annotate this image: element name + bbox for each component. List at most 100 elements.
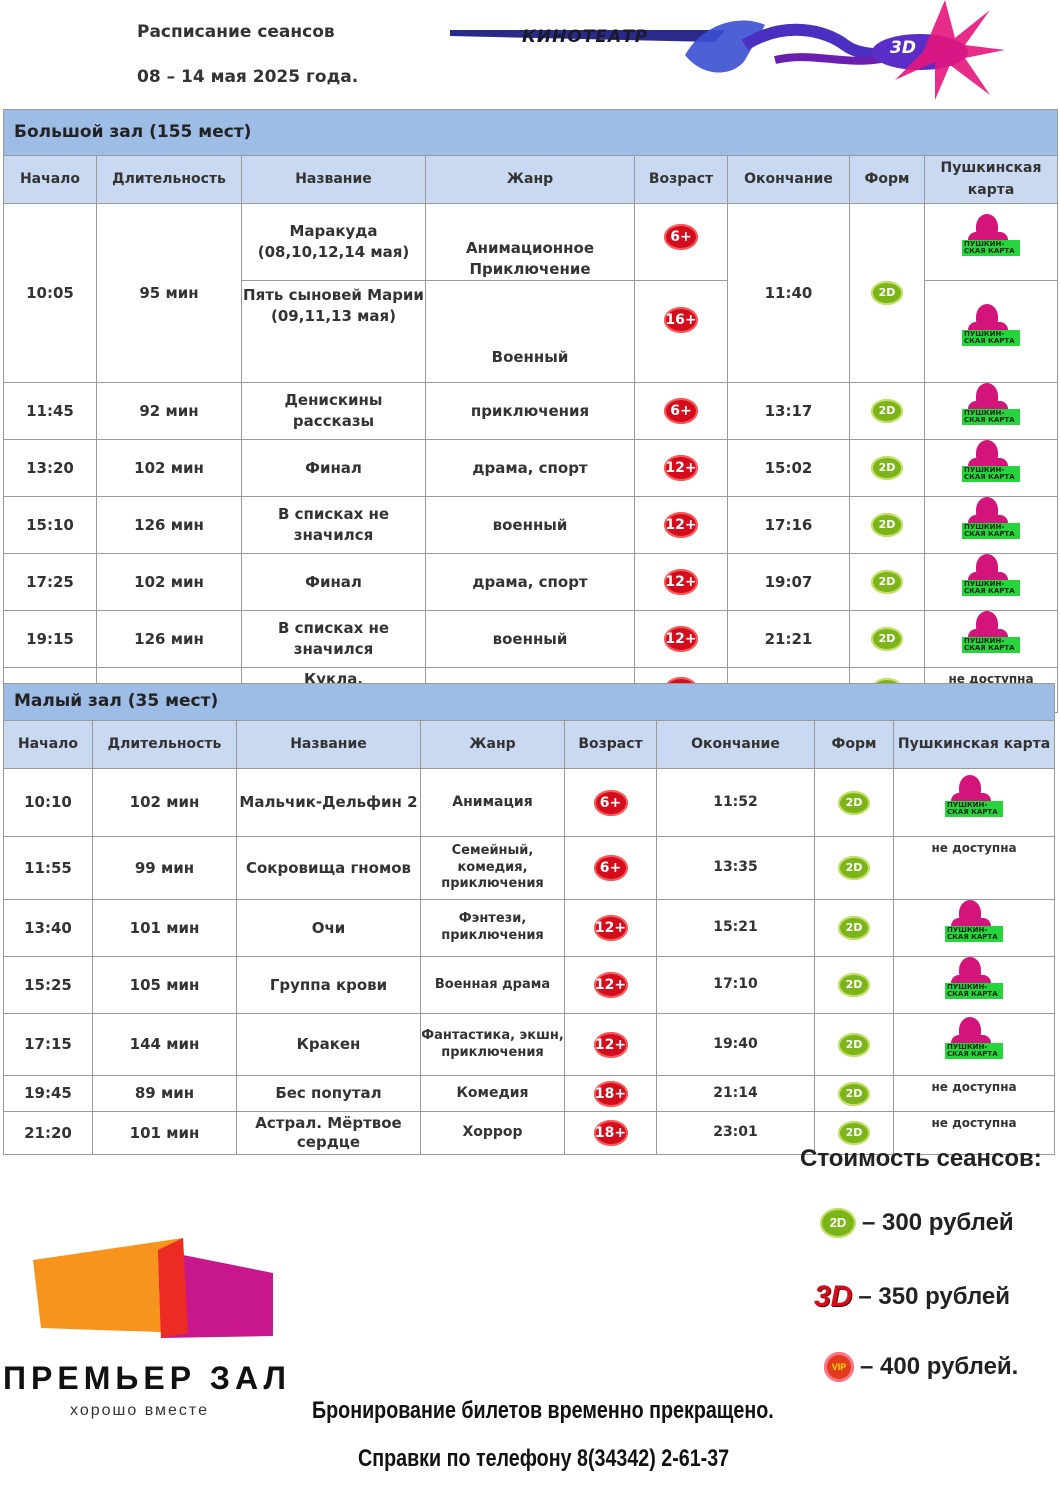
start-time: 15:25 bbox=[3, 956, 93, 1014]
age-cell: 18+ bbox=[564, 1075, 657, 1112]
table-row: 17:15 144 мин Кракен Фантастика, экшн, п… bbox=[3, 1013, 1056, 1076]
duration: 144 мин bbox=[92, 1013, 237, 1076]
pushkin-card-icon: ПУШКИН-СКАЯ КАРТА bbox=[962, 440, 1021, 490]
column-header: Длительность bbox=[92, 720, 237, 769]
small-hall-table: Малый зал (35 мест) Начало Длительность … bbox=[2, 683, 1056, 1155]
2d-format-icon: 2D bbox=[838, 916, 870, 940]
table-row: 19:45 89 мин Бес попутал Комедия 18+ 21:… bbox=[3, 1075, 1056, 1112]
2d-format-icon: 2D bbox=[838, 1081, 870, 1106]
format-cell: 2D bbox=[814, 1075, 894, 1112]
end-time: 21:14 bbox=[656, 1075, 815, 1112]
film-title: Маракуда (08,10,12,14 мая) bbox=[241, 203, 426, 281]
duration: 101 мин bbox=[92, 1111, 237, 1155]
start-time: 11:55 bbox=[3, 836, 93, 900]
schedule-title: Расписание сеансов bbox=[137, 22, 335, 42]
age-badge: 12+ bbox=[593, 1031, 628, 1058]
start-time: 11:45 bbox=[3, 382, 97, 440]
end-time: 19:07 bbox=[727, 553, 850, 611]
start-time: 15:10 bbox=[3, 496, 97, 554]
age-cell: 6+ bbox=[634, 203, 728, 281]
genre: Фантастика, экшн, приключения bbox=[420, 1013, 565, 1076]
2d-format-icon: 2D bbox=[838, 1121, 870, 1145]
cinema-logo: КИНОТЕАТР 3D bbox=[445, 0, 1055, 100]
genre: драма, спорт bbox=[425, 553, 635, 611]
age-cell: 12+ bbox=[564, 1013, 657, 1076]
age-badge: 6+ bbox=[664, 224, 698, 250]
age-badge: 18+ bbox=[593, 1080, 628, 1107]
genre: Анимационное Приключение bbox=[425, 203, 635, 281]
age-badge: 16+ bbox=[664, 307, 698, 333]
2d-format-icon: 2D bbox=[871, 627, 903, 651]
pushkin-card-icon: ПУШКИН-СКАЯ КАРТА bbox=[962, 611, 1021, 661]
price-row-3d: 3D – 350 рублей bbox=[814, 1280, 1010, 1314]
film-title: Финал bbox=[241, 553, 426, 611]
duration: 102 мин bbox=[96, 553, 242, 611]
2d-format-icon: 2D bbox=[871, 513, 903, 537]
phone-info: Справки по телефону 8(34342) 2-61-37 bbox=[358, 1445, 730, 1472]
age-cell: 12+ bbox=[634, 610, 728, 668]
genre: военный bbox=[425, 496, 635, 554]
column-header: Жанр bbox=[425, 155, 635, 204]
duration: 95 мин bbox=[96, 203, 242, 383]
start-time: 10:05 bbox=[3, 203, 97, 383]
booking-notice: Бронирование билетов временно прекращено… bbox=[312, 1397, 774, 1424]
genre: Комедия bbox=[420, 1075, 565, 1112]
end-time: 15:21 bbox=[656, 899, 815, 957]
film-title: Сокровища гномов bbox=[236, 836, 421, 900]
end-time: 11:52 bbox=[656, 768, 815, 837]
format-cell: 2D bbox=[849, 610, 925, 668]
2d-format-icon: 2D bbox=[838, 856, 870, 880]
table-row: 15:10 126 мин В списках не значился воен… bbox=[3, 496, 1059, 554]
end-time: 11:40 bbox=[727, 203, 850, 383]
duration: 102 мин bbox=[96, 439, 242, 497]
film-title: Бес попутал bbox=[236, 1075, 421, 1112]
premier-zal-name: ПРЕМЬЕР ЗАЛ bbox=[3, 1360, 291, 1396]
2d-format-icon: 2D bbox=[871, 456, 903, 480]
film-title: Астрал. Мёртвое сердце bbox=[236, 1111, 421, 1155]
pushkin-card-icon: ПУШКИН-СКАЯ КАРТА bbox=[945, 774, 1004, 825]
format-cell: 2D bbox=[849, 382, 925, 440]
format-cell: 2D bbox=[814, 956, 894, 1014]
duration: 101 мин bbox=[92, 899, 237, 957]
column-header: Жанр bbox=[420, 720, 565, 769]
pushkin-cell: ПУШКИН-СКАЯ КАРТА bbox=[923, 382, 1059, 440]
duration: 89 мин bbox=[92, 1075, 237, 1112]
pushkin-cell: ПУШКИН-СКАЯ КАРТА bbox=[892, 768, 1056, 837]
start-time: 17:25 bbox=[3, 553, 97, 611]
age-badge: 12+ bbox=[593, 915, 628, 941]
start-time: 19:15 bbox=[3, 610, 97, 668]
2d-format-icon: 2D bbox=[838, 790, 870, 815]
age-cell: 16+ bbox=[634, 280, 728, 383]
age-badge: 18+ bbox=[593, 1120, 628, 1146]
schedule-dates: 08 – 14 мая 2025 года. bbox=[137, 67, 359, 87]
film-title: Группа крови bbox=[236, 956, 421, 1014]
age-cell: 6+ bbox=[564, 836, 657, 900]
pushkin-card-icon: ПУШКИН-СКАЯ КАРТА bbox=[962, 303, 1021, 354]
pushkin-cell: ПУШКИН-СКАЯ КАРТА bbox=[892, 1013, 1056, 1076]
genre: Военный bbox=[425, 280, 635, 383]
end-time: 19:40 bbox=[656, 1013, 815, 1076]
age-badge: 12+ bbox=[593, 972, 628, 998]
start-time: 13:20 bbox=[3, 439, 97, 497]
column-header: Начало bbox=[3, 720, 93, 769]
big-hall-table: Большой зал (155 мест) Начало Длительнос… bbox=[2, 109, 1059, 713]
genre: приключения bbox=[425, 382, 635, 440]
pushkin-card-icon: ПУШКИН-СКАЯ КАРТА bbox=[962, 554, 1021, 604]
start-time: 21:20 bbox=[3, 1111, 93, 1155]
pushkin-card-icon: ПУШКИН-СКАЯ КАРТА bbox=[962, 383, 1021, 433]
duration: 99 мин bbox=[92, 836, 237, 900]
price-text: – 400 рублей. bbox=[860, 1353, 1019, 1380]
premier-zal-logo bbox=[33, 1238, 273, 1338]
column-header: Начало bbox=[3, 155, 97, 204]
column-header: Возраст bbox=[564, 720, 657, 769]
film-title: Пять сыновей Марии (09,11,13 мая) bbox=[241, 280, 426, 383]
age-cell: 12+ bbox=[564, 899, 657, 957]
2d-format-icon: 2D bbox=[838, 1032, 870, 1057]
table-row: 17:25 102 мин Финал драма, спорт 12+ 19:… bbox=[3, 553, 1059, 611]
age-cell: 12+ bbox=[634, 553, 728, 611]
film-title: В списках не значился bbox=[241, 496, 426, 554]
table-row: 10:10 102 мин Мальчик-Дельфин 2 Анимация… bbox=[3, 768, 1056, 837]
pushkin-cell: не доступна bbox=[892, 1111, 1056, 1155]
cinema-logo-graphic bbox=[450, 0, 1005, 100]
pushkin-status: не доступна bbox=[931, 1116, 1017, 1130]
